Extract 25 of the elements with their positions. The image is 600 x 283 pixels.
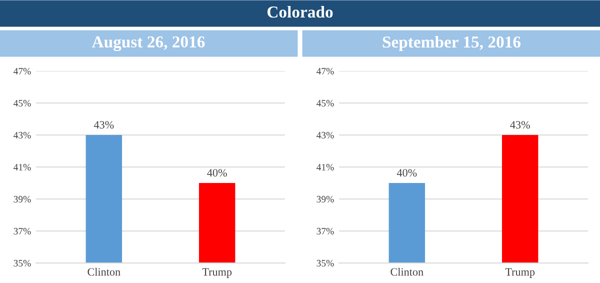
chart-title: September 15, 2016 bbox=[382, 36, 521, 52]
y-tick-label: 41% bbox=[316, 164, 334, 170]
data-label: 43% bbox=[510, 121, 530, 129]
y-tick-label: 35% bbox=[14, 260, 31, 266]
data-label: 43% bbox=[94, 121, 114, 129]
chart-title: August 26, 2016 bbox=[92, 36, 205, 52]
y-tick-label: 47% bbox=[316, 68, 334, 74]
y-tick-label: 39% bbox=[14, 196, 31, 202]
y-tick-label: 43% bbox=[14, 132, 31, 138]
data-label: 40% bbox=[396, 169, 417, 177]
y-tick-label: 37% bbox=[14, 228, 31, 234]
x-tick-label: Clinton bbox=[88, 268, 120, 276]
y-tick-label: 43% bbox=[316, 132, 334, 138]
x-tick-label: Trump bbox=[505, 268, 535, 278]
text: Colorado bbox=[267, 6, 333, 18]
x-tick-label: Clinton bbox=[390, 268, 424, 276]
data-label: 40% bbox=[207, 169, 227, 177]
y-tick-label: 45% bbox=[14, 100, 31, 106]
y-tick-label: 47% bbox=[14, 68, 31, 74]
y-tick-label: 37% bbox=[316, 228, 334, 234]
y-tick-label: 41% bbox=[14, 164, 31, 170]
y-tick-label: 45% bbox=[316, 100, 334, 106]
x-tick-label: Trump bbox=[202, 268, 232, 278]
y-tick-label: 39% bbox=[316, 196, 334, 202]
y-tick-label: 35% bbox=[316, 260, 334, 266]
